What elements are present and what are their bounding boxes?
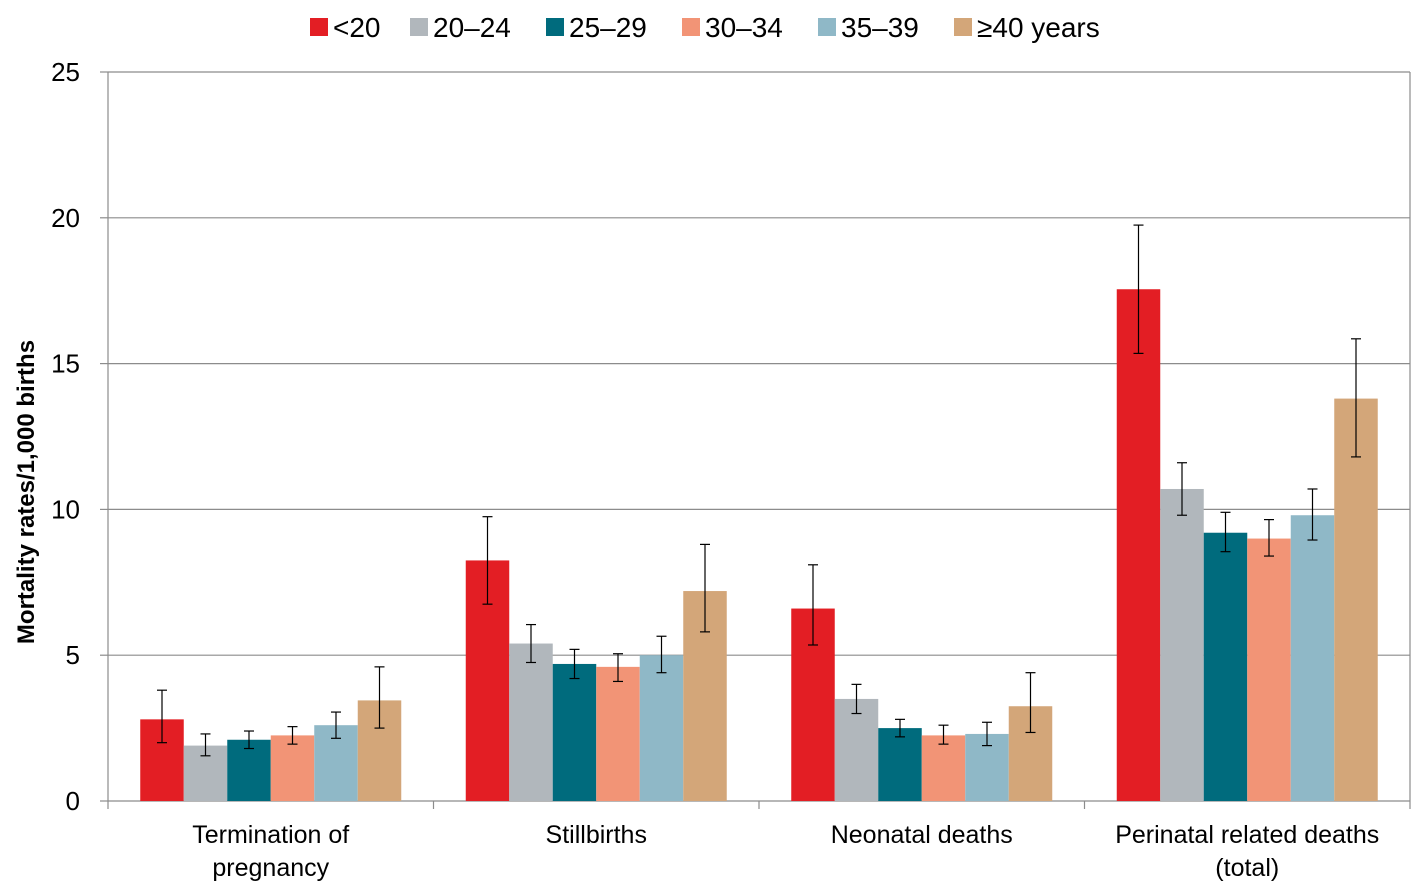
bar (1290, 515, 1335, 801)
bar (270, 735, 315, 801)
legend-swatch (546, 18, 564, 36)
legend-swatch (410, 18, 428, 36)
legend-swatch (818, 18, 836, 36)
bar (509, 643, 553, 801)
y-axis-label: Mortality rates/1,000 births (13, 340, 40, 644)
legend-entry: 25–29 (569, 12, 647, 43)
legend-swatch (954, 18, 972, 36)
bars (140, 289, 1378, 801)
bar (639, 655, 684, 801)
y-tick-label: 20 (51, 203, 80, 233)
x-axis-categories: Termination of pregnancy Stillbirths Neonat… (192, 821, 1379, 882)
x-category-label: Termination of (192, 821, 349, 849)
bar (921, 735, 966, 801)
bar (1160, 488, 1204, 801)
bar (1116, 289, 1161, 801)
y-tick-label: 10 (51, 494, 80, 524)
bar (596, 666, 640, 801)
bar (1203, 532, 1248, 801)
x-category-label: pregnancy (212, 854, 329, 882)
legend: <20 20–24 25–29 30–34 35–39 ≥40 years (310, 12, 1100, 43)
legend-entry: ≥40 years (977, 12, 1100, 43)
bar (834, 698, 879, 801)
x-category-label: (total) (1215, 854, 1279, 882)
y-axis-ticks: 0 5 10 15 20 25 (51, 57, 108, 816)
legend-entry: 30–34 (705, 12, 783, 43)
bar (878, 728, 922, 801)
bar (552, 663, 597, 801)
legend-entry: <20 (333, 12, 381, 43)
y-tick-label: 5 (66, 640, 80, 670)
y-tick-label: 15 (51, 349, 80, 379)
bar (227, 739, 271, 801)
bar (1247, 538, 1291, 801)
x-category-label: Neonatal deaths (831, 821, 1013, 849)
x-category-label: Perinatal related deaths (1115, 821, 1379, 849)
error-bars (157, 224, 1361, 757)
legend-swatch (310, 18, 328, 36)
y-tick-label: 25 (51, 57, 80, 87)
y-tick-label: 0 (66, 786, 80, 816)
legend-entry: 35–39 (841, 12, 919, 43)
legend-swatch (682, 18, 700, 36)
bar (1334, 398, 1378, 801)
x-category-label: Stillbirths (546, 821, 647, 849)
legend-entry: 20–24 (433, 12, 511, 43)
